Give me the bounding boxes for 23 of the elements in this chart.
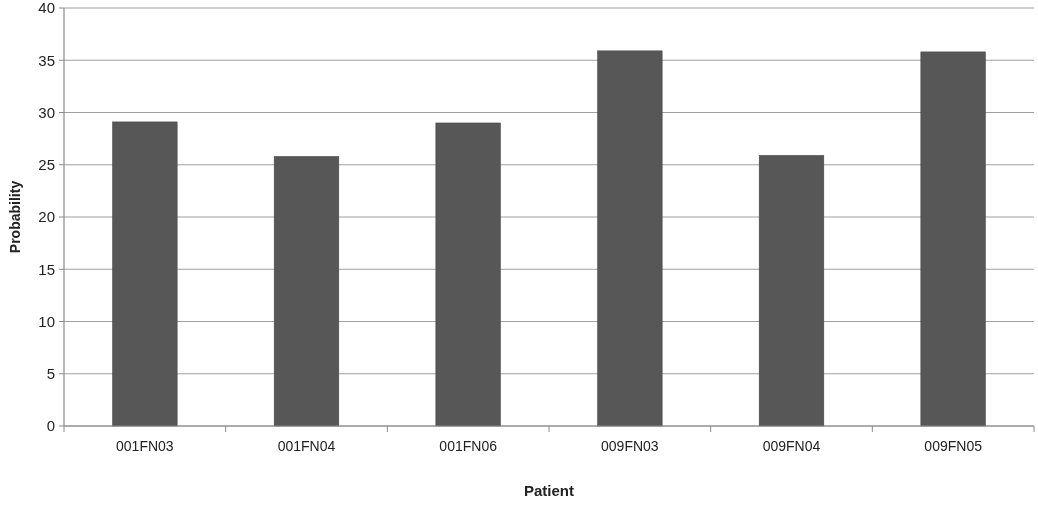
- x-tick-label: 001FN04: [277, 438, 336, 454]
- x-tick-label: 001FN03: [116, 438, 174, 454]
- bar: [597, 50, 663, 427]
- x-axis-title: Patient: [523, 482, 575, 499]
- y-tick-label: 15: [38, 260, 55, 278]
- x-tick-label: 009FN05: [924, 438, 983, 454]
- x-tick-label: 009FN04: [762, 438, 821, 454]
- bar: [112, 121, 178, 427]
- y-tick-label: 20: [38, 208, 55, 226]
- y-tick-label: 5: [46, 365, 55, 382]
- bar: [273, 156, 340, 427]
- y-tick-label: 10: [38, 312, 55, 330]
- bar: [435, 122, 501, 427]
- y-tick-label: 25: [38, 156, 55, 173]
- y-tick-label: 30: [38, 103, 55, 121]
- y-tick-label: 0: [46, 417, 55, 435]
- bar: [920, 51, 986, 427]
- y-axis-title: Probability: [7, 180, 23, 254]
- x-tick-label: 009FN03: [601, 438, 659, 454]
- bar: [758, 155, 825, 427]
- y-tick-label: 40: [38, 0, 55, 17]
- y-tick-label: 35: [38, 51, 55, 69]
- x-tick-label: 001FN06: [439, 438, 498, 454]
